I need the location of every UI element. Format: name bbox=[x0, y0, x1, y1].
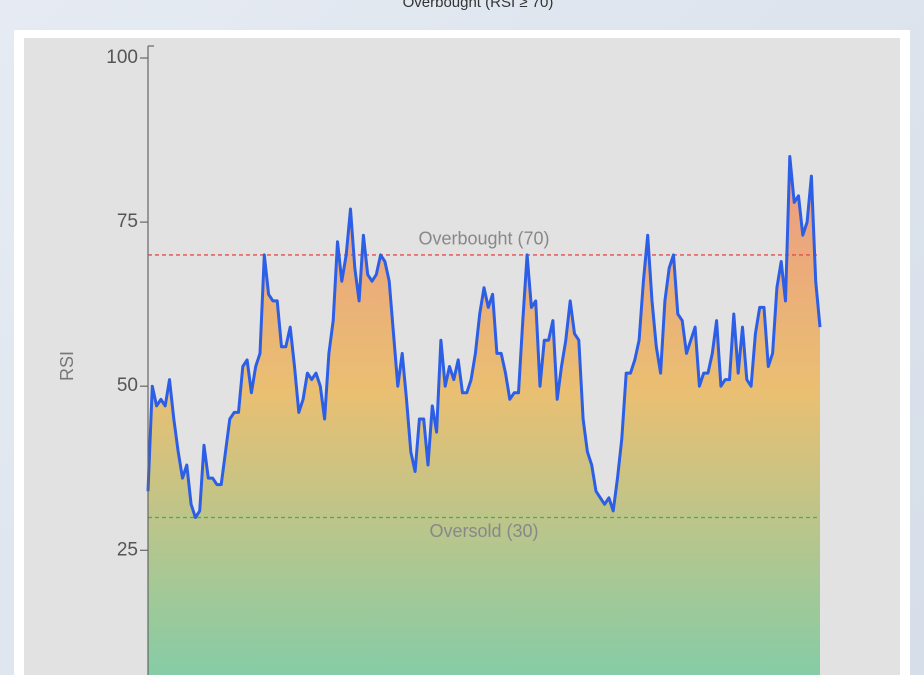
y-tick-label: 75 bbox=[117, 211, 138, 232]
reference-label: Overbought (70) bbox=[418, 229, 549, 249]
chart-title: Overbought (RSI ≥ 70) bbox=[403, 0, 554, 11]
y-tick-label: 50 bbox=[117, 375, 138, 396]
y-tick-label: 25 bbox=[117, 539, 138, 560]
area-fill bbox=[148, 156, 820, 675]
y-tick-label: 100 bbox=[106, 47, 138, 68]
plot: Overbought (70) Oversold (30) 25 50 75 100 bbox=[106, 45, 822, 675]
reference-label: Oversold (30) bbox=[429, 521, 538, 541]
rsi-line bbox=[146, 155, 822, 519]
y-axis-label: RSI bbox=[57, 351, 77, 381]
